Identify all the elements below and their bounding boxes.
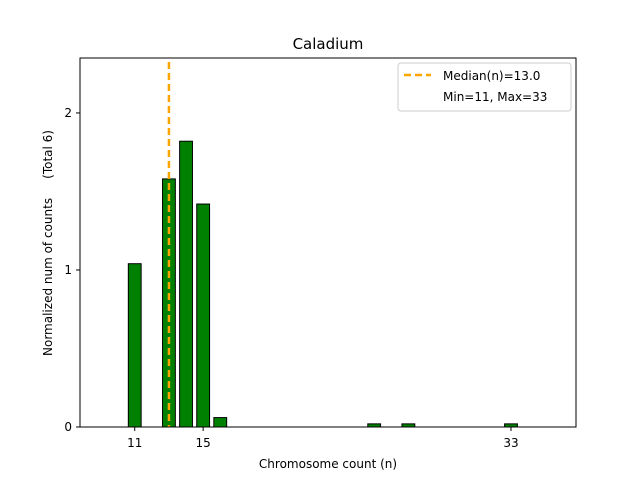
bar-n-16 — [213, 417, 228, 428]
x-tick-label: 33 — [503, 436, 518, 450]
bars-group — [127, 140, 518, 428]
legend: Median(n)=13.0 Min=11, Max=33 — [397, 62, 572, 112]
legend-entry-minmax: Min=11, Max=33 — [443, 90, 547, 104]
plot-frame — [79, 57, 577, 428]
chart-title: Caladium — [293, 35, 364, 53]
y-tick-label: 2 — [64, 106, 72, 120]
y-tick-label: 0 — [64, 420, 72, 434]
y-axis-label: Normalized num of counts (Total 6) — [41, 130, 55, 356]
bar-n-11 — [127, 263, 142, 428]
y-axis-ticks: 0 1 2 — [64, 106, 80, 434]
legend-box — [397, 62, 572, 112]
bar-n-14 — [179, 140, 193, 428]
bar-n-15 — [196, 203, 211, 428]
x-tick-label: 11 — [127, 436, 142, 450]
y-tick-label: 1 — [64, 263, 72, 277]
x-axis-label: Chromosome count (n) — [259, 457, 397, 471]
x-axis-ticks: 11 15 33 — [127, 427, 519, 450]
x-tick-label: 15 — [196, 436, 211, 450]
legend-entry-median: Median(n)=13.0 — [443, 69, 540, 83]
